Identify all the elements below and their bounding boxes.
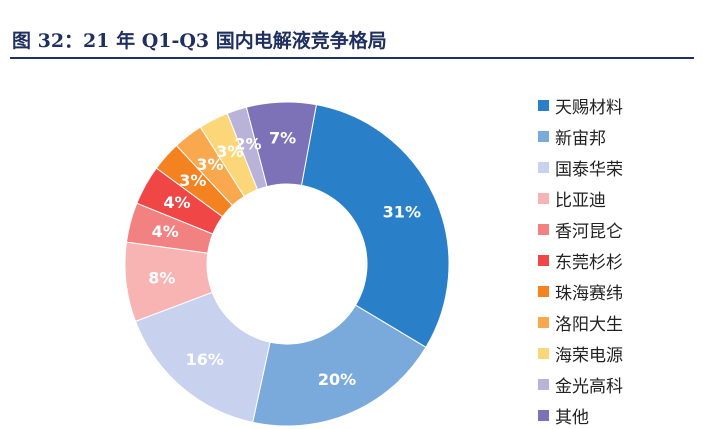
title-divider [10,57,694,59]
chart-legend: 天赐材料新宙邦国泰华荣比亚迪香河昆仑东莞杉杉珠海赛纬洛阳大生海荣电源金光高科其他 [538,90,623,429]
legend-label: 洛阳大生 [555,315,623,335]
legend-swatch [538,317,549,328]
legend-item-jinguanggaoke: 金光高科 [538,369,623,400]
data-label-zhuhaisaiwei: 3% [179,171,206,190]
legend-item-hairongdianyuan: 海荣电源 [538,338,623,369]
legend-swatch [538,379,549,390]
legend-item-dongguanshanshan: 东莞杉杉 [538,245,623,276]
legend-label: 香河昆仑 [555,222,623,242]
slice-xinzhoubang [252,304,427,427]
data-label-jinguanggaoke: 2% [234,135,261,154]
figure-title: 图 32：21 年 Q1-Q3 国内电解液竞争格局 [12,30,387,52]
legend-item-zhuhaisaiwei: 珠海赛纬 [538,276,623,307]
legend-swatch [538,286,549,297]
data-label-guotaihuarong: 16% [186,350,224,369]
data-label-byd: 8% [148,269,175,288]
legend-item-xinzhoubang: 新宙邦 [538,121,623,152]
legend-item-other: 其他 [538,400,623,429]
legend-swatch [538,348,549,359]
data-label-tianci: 31% [383,203,421,222]
legend-item-luoyangdasheng: 洛阳大生 [538,307,623,338]
legend-swatch [538,162,549,173]
legend-swatch [538,193,549,204]
legend-item-byd: 比亚迪 [538,183,623,214]
legend-item-xianghekunlun: 香河昆仑 [538,214,623,245]
legend-label: 珠海赛纬 [555,284,623,304]
legend-label: 新宙邦 [555,129,606,149]
legend-label: 其他 [555,408,589,428]
legend-label: 比亚迪 [555,191,606,211]
legend-label: 海荣电源 [555,346,623,366]
slice-other [245,101,317,188]
legend-swatch [538,410,549,421]
data-label-xianghekunlun: 4% [152,222,179,241]
legend-swatch [538,100,549,111]
legend-label: 天赐材料 [555,98,623,118]
legend-item-tianci: 天赐材料 [538,90,623,121]
legend-label: 国泰华荣 [555,160,623,180]
data-label-other: 7% [269,129,296,148]
data-label-luoyangdasheng: 3% [196,155,223,174]
legend-swatch [538,255,549,266]
legend-swatch [538,131,549,142]
legend-label: 金光高科 [555,377,623,397]
data-label-dongguanshanshan: 4% [163,193,190,212]
legend-swatch [538,224,549,235]
slice-guotaihuarong [134,291,271,423]
legend-label: 东莞杉杉 [555,253,623,273]
data-label-xinzhoubang: 20% [318,370,356,389]
data-label-hairongdianyuan: 3% [216,142,243,161]
legend-item-guotaihuarong: 国泰华荣 [538,152,623,183]
slice-tianci [300,104,450,348]
